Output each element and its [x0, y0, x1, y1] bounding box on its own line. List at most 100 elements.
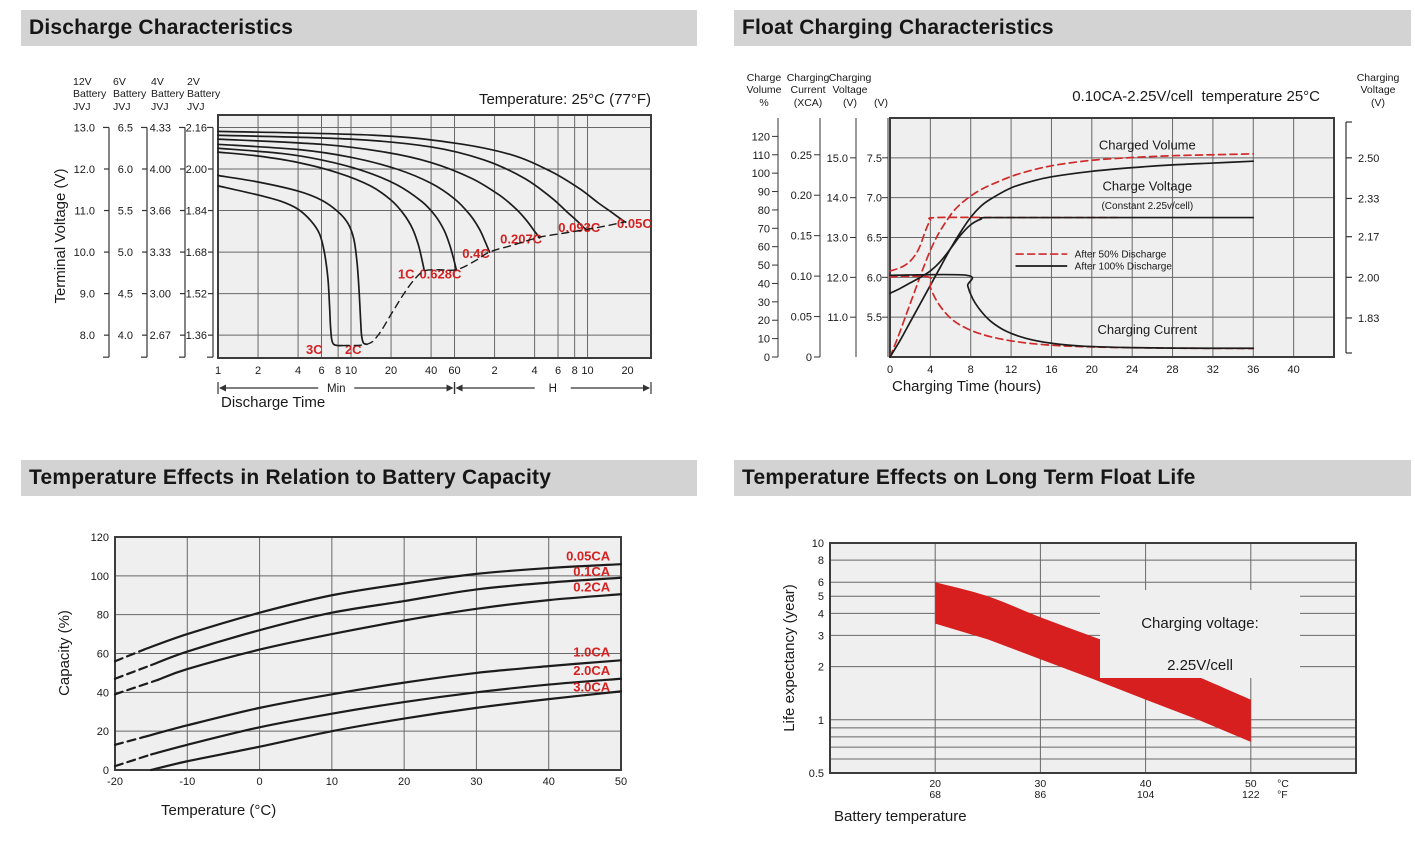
- x-tick-label: 16: [1045, 364, 1057, 376]
- x-axis-label: Temperature (°C): [161, 802, 277, 819]
- legend-label-1: After 100% Discharge: [1075, 261, 1173, 272]
- axis-header-2v: 2V Battery JVJ: [187, 76, 221, 113]
- plot-area: [218, 115, 651, 358]
- x-axis-label: Discharge Time: [221, 394, 326, 411]
- plot-label-2: (Constant 2.25v/cell): [1101, 201, 1193, 212]
- fahrenheit-unit-label: °F: [1277, 789, 1288, 801]
- left-axis-tick-label: 0.25: [791, 150, 812, 162]
- charging-voltage-annotation: Charging voltage: 2.25V/cell: [1100, 590, 1300, 678]
- arrow-head: [455, 384, 463, 392]
- left-axis-tick-label: 0.20: [791, 190, 812, 202]
- axis-header-charging-voltage-6v: (V): [874, 96, 888, 109]
- y-axis-label: Life expectancy (year): [781, 584, 799, 732]
- x-tick-label: 1: [215, 365, 221, 377]
- plot-label-1: Charge Voltage: [1103, 179, 1193, 194]
- y-axis-label: Terminal Voltage (V): [52, 168, 70, 304]
- section-header-float-charging: Float Charging Characteristics: [734, 10, 1411, 46]
- voltage-tick-label: 2.16: [186, 122, 207, 134]
- voltage-tick-label: 2.00: [186, 164, 207, 176]
- curve-label-1.0CA: 1.0CA: [573, 644, 610, 659]
- x-tick-label: 24: [1126, 364, 1138, 376]
- x-tick-label: 0: [257, 776, 263, 788]
- voltage-tick-label: 1.52: [186, 289, 207, 301]
- curve-label-3.0CA: 3.0CA: [573, 679, 610, 694]
- left-axis-tick-label: 11.0: [827, 312, 848, 324]
- right-axis-tick-label: 2.17: [1358, 232, 1379, 244]
- discharge-chart-svg: 13.0 12.0 11.0 10.0 9.0 8.0 6.5 6.0 5.5 5.0 4.5 4.0…: [74, 114, 652, 395]
- x-tick-label: 60: [448, 365, 460, 377]
- left-axis-tick-label: 14.0: [827, 193, 848, 205]
- voltage-tick-label: 6.0: [118, 164, 133, 176]
- x-tick-label: 12: [1005, 364, 1017, 376]
- legend-label-0: After 50% Discharge: [1075, 250, 1167, 261]
- left-axis-tick-label: 80: [758, 205, 770, 217]
- x-tick-label: 30: [470, 776, 482, 788]
- x-tick-label: 40: [543, 776, 555, 788]
- x-tick-label: 40: [425, 365, 437, 377]
- voltage-tick-label: 1.68: [186, 247, 207, 259]
- left-axis-tick-label: 40: [758, 278, 770, 290]
- curve-dashed-2.0CA: [113, 753, 153, 768]
- x-tick-label: 28: [1166, 364, 1178, 376]
- left-axis-tick-label: 0: [764, 352, 770, 364]
- curve-3C: [217, 185, 344, 347]
- voltage-tick-label: 12.0: [74, 164, 95, 176]
- curve-dashed-0.2CA: [113, 678, 160, 696]
- left-axis-tick-label: 12.0: [827, 272, 848, 284]
- section-title-float-life: Temperature Effects on Long Term Float L…: [742, 466, 1196, 489]
- curve-1C: [217, 151, 426, 272]
- left-axis-tick-label: 110: [752, 150, 770, 162]
- curve-charge-voltage-after-50: [889, 216, 1118, 272]
- y-tick-label: 60: [97, 649, 109, 661]
- x-tick-fahrenheit: 68: [929, 789, 941, 801]
- x-tick-label: 2: [491, 365, 497, 377]
- voltage-tick-label: 2.67: [150, 330, 171, 342]
- x-tick-label: 8: [572, 365, 578, 377]
- left-axis-tick-label: 0.05: [791, 312, 812, 324]
- curve-label-0.05CA: 0.05CA: [566, 548, 611, 563]
- axis-header-charging-current: Charging Current (XCA): [786, 72, 830, 109]
- x-tick-celsius: 50: [1245, 778, 1257, 790]
- curve-0.207C: [217, 138, 541, 239]
- arrow-head: [643, 384, 650, 392]
- plot-label-3: Charging Current: [1097, 322, 1197, 337]
- x-tick-label: 8: [968, 364, 974, 376]
- x-axis-label: Charging Time (hours): [892, 378, 1042, 395]
- x-tick-label: 8: [335, 365, 341, 377]
- arrow-head: [219, 384, 226, 392]
- voltage-tick-label: 4.00: [150, 164, 171, 176]
- x-tick-label: 50: [615, 776, 627, 788]
- float-charging-chart: 120 110 100 90 80 70 60 50 40 30 20 10 0 0.25 0.20 0.15…: [734, 60, 1411, 455]
- y-tick-label: 0.5: [809, 768, 824, 780]
- x-tick-fahrenheit: 86: [1035, 789, 1047, 801]
- range-label: Min: [327, 383, 346, 395]
- section-title-discharge: Discharge Characteristics: [29, 16, 294, 39]
- y-tick-label: 4: [818, 608, 824, 620]
- curve-label-0.207C: 0.207C: [500, 231, 543, 246]
- y-tick-label: 8: [818, 555, 824, 567]
- curve-label-0.628C: 0.628C: [419, 267, 462, 282]
- curve-label-1C: 1C: [398, 267, 415, 282]
- curve-0.05CA: [142, 563, 623, 651]
- discharge-chart: 13.0 12.0 11.0 10.0 9.0 8.0 6.5 6.0 5.5 5.0 4.5 4.0…: [21, 60, 697, 455]
- voltage-tick-label: 4.5: [118, 289, 133, 301]
- y-tick-label: 6: [818, 577, 824, 589]
- curve-label-0.093C: 0.093C: [558, 220, 601, 235]
- x-tick-label: 6: [555, 365, 561, 377]
- curve-dashed-1.0CA: [113, 735, 146, 746]
- x-tick-label: -10: [179, 776, 195, 788]
- plot-label-0: Charged Volume: [1099, 137, 1196, 152]
- range-label: H: [549, 383, 557, 395]
- curve-dashed-0.1CA: [113, 664, 153, 680]
- axis-header-charging-voltage-12v: Charging Voltage (V): [828, 72, 872, 109]
- left-axis-tick-label: 120: [752, 131, 770, 143]
- voltage-tick-label: 1.36: [186, 330, 207, 342]
- curve-charged-volume-after-50: [889, 153, 1255, 358]
- section-title-temp-capacity: Temperature Effects in Relation to Batte…: [29, 466, 552, 489]
- float-charging-chart-svg: 12011010090807060504030201000.250.200.15…: [752, 117, 1379, 376]
- y-tick-label: 5: [818, 591, 824, 603]
- section-header-temp-capacity: Temperature Effects in Relation to Batte…: [21, 460, 697, 496]
- left-axis-tick-label: 30: [758, 297, 770, 309]
- curve-3.0CA: [150, 690, 623, 772]
